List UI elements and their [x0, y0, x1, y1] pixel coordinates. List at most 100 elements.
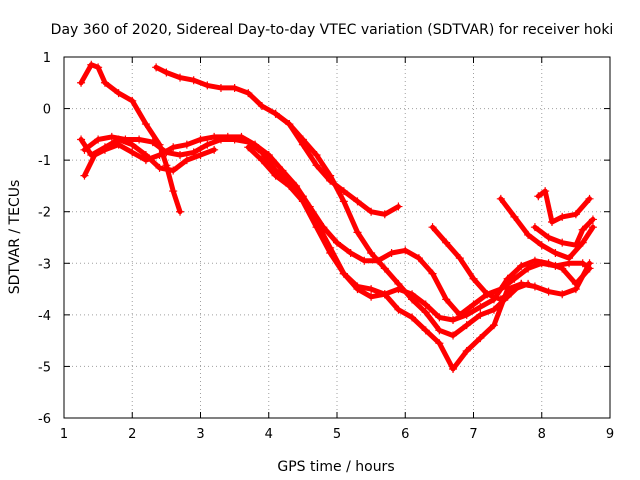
x-tick-label: 9 [606, 427, 614, 442]
data-point [257, 148, 266, 157]
series-11 [530, 215, 597, 250]
data-point [346, 248, 355, 257]
x-tick-label: 7 [469, 427, 477, 442]
data-point [152, 63, 161, 72]
data-point [271, 109, 280, 118]
data-point [421, 300, 430, 309]
data-point [367, 285, 376, 294]
data-point [588, 215, 597, 224]
data-point [326, 248, 335, 257]
data-point [128, 140, 137, 149]
data-point [155, 150, 164, 159]
data-point [544, 287, 553, 296]
data-point [94, 63, 103, 72]
y-tick-label: -3 [38, 257, 51, 272]
data-point [551, 248, 560, 257]
x-tick-label: 1 [60, 427, 68, 442]
data-point [414, 254, 423, 263]
series-10 [534, 187, 594, 227]
data-point [169, 187, 178, 196]
x-tick-label: 3 [196, 427, 204, 442]
data-point [380, 290, 389, 299]
data-point [90, 150, 99, 159]
x-tick-label: 6 [401, 427, 409, 442]
data-point [128, 96, 137, 105]
data-point [496, 194, 505, 203]
data-point [387, 248, 396, 257]
data-point [155, 163, 164, 172]
data-point [496, 295, 505, 304]
y-tick-label: 0 [43, 103, 51, 118]
data-point [80, 145, 89, 154]
data-point [285, 120, 294, 129]
data-point [510, 212, 519, 221]
data-point [298, 135, 307, 144]
data-point [530, 223, 539, 232]
data-point [312, 223, 321, 232]
data-point [285, 181, 294, 190]
data-point [503, 274, 512, 283]
data-point [558, 238, 567, 247]
x-tick-label: 5 [333, 427, 341, 442]
data-point [380, 264, 389, 273]
data-point [216, 135, 225, 144]
data-point [339, 197, 348, 206]
data-point [530, 282, 539, 291]
data-point [312, 150, 321, 159]
data-point [312, 161, 321, 170]
data-point [353, 228, 362, 237]
data-point [483, 290, 492, 299]
data-point [114, 89, 123, 98]
data-point [558, 212, 567, 221]
data-point [169, 143, 178, 152]
data-point [585, 194, 594, 203]
data-point [462, 321, 471, 330]
x-axis-label: GPS time / hours [277, 459, 394, 475]
data-point [565, 254, 574, 263]
series-line [430, 224, 531, 302]
data-point [141, 156, 150, 165]
data-point [339, 269, 348, 278]
data-point [333, 238, 341, 247]
data-point [360, 256, 369, 265]
x-tick-label: 2 [128, 427, 136, 442]
data-point [107, 132, 116, 141]
data-point [176, 207, 185, 216]
data-point [524, 230, 533, 239]
data-point [571, 241, 580, 250]
data-point [141, 120, 150, 129]
data-point [510, 285, 519, 294]
data-point [87, 60, 96, 69]
data-point [367, 207, 376, 216]
data-point [547, 218, 556, 227]
y-tick-label: 1 [43, 51, 51, 66]
data-point [182, 156, 191, 165]
data-point [428, 223, 437, 232]
data-point [77, 78, 86, 87]
data-point [162, 148, 171, 157]
data-point [189, 76, 198, 85]
data-point [244, 143, 253, 152]
data-point [476, 303, 485, 312]
data-point [578, 259, 587, 268]
data-point [544, 259, 553, 268]
data-point [394, 279, 403, 288]
series-line [532, 216, 596, 248]
data-point [530, 256, 539, 265]
data-point [353, 282, 362, 291]
data-point [571, 285, 580, 294]
data-point [203, 140, 212, 149]
data-point [230, 135, 239, 144]
data-point [169, 166, 178, 175]
data-point [257, 156, 266, 165]
y-tick-label: -6 [38, 412, 51, 427]
data-point [367, 248, 376, 257]
data-point [401, 246, 410, 255]
data-point [176, 150, 185, 159]
data-point [257, 101, 266, 110]
series-6 [244, 143, 594, 374]
data-point [176, 73, 185, 82]
data-point [558, 290, 567, 299]
series-line [535, 188, 592, 225]
